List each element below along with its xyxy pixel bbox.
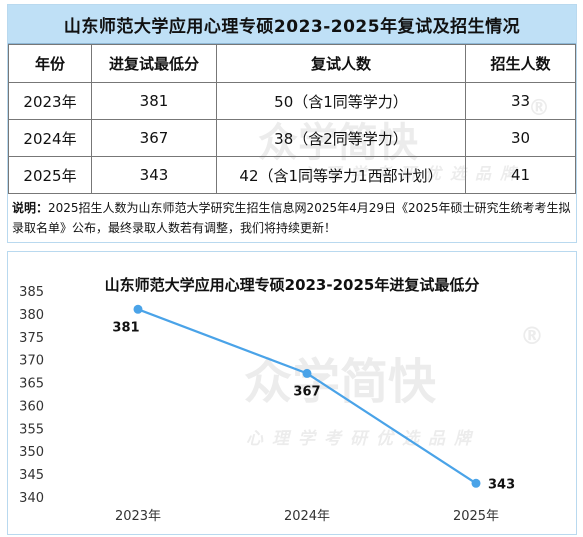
y-tick-label: 370 — [19, 354, 44, 369]
table-row: 2024年 367 38（含2同等学力） 30 — [8, 119, 576, 157]
cell-min-score: 381 — [91, 82, 217, 120]
header-retest-count: 复试人数 — [216, 44, 466, 83]
table-row: 2025年 343 42（含1同等学力1西部计划） 41 — [8, 156, 576, 194]
y-tick-label: 365 — [19, 377, 44, 392]
y-tick-label: 345 — [19, 468, 44, 483]
table-note: 说明：2025招生人数为山东师范大学研究生招生信息网2025年4月29日《202… — [8, 194, 576, 238]
cell-year: 2025年 — [8, 156, 92, 194]
note-text: 2025招生人数为山东师范大学研究生招生信息网2025年4月29日《2025年硕… — [12, 201, 571, 235]
cell-retest-count: 42（含1同等学力1西部计划） — [216, 156, 466, 194]
cell-enroll-count: 41 — [465, 156, 576, 194]
data-point — [133, 304, 143, 314]
y-tick-label: 340 — [19, 491, 44, 506]
y-tick-label: 380 — [19, 308, 44, 323]
cell-min-score: 343 — [91, 156, 217, 194]
score-table: 年份 进复试最低分 复试人数 招生人数 2023年 381 50（含1同等学力）… — [8, 44, 576, 194]
chart-title: 山东师范大学应用心理专硕2023-2025年进复试最低分 — [104, 276, 480, 294]
x-tick-label: 2023年 — [115, 509, 161, 524]
header-min-score: 进复试最低分 — [91, 44, 217, 83]
score-table-card: 山东师范大学应用心理专硕2023-2025年复试及招生情况 年份 进复试最低分 … — [7, 4, 577, 243]
cell-enroll-count: 30 — [465, 119, 576, 157]
header-enroll-count: 招生人数 — [465, 44, 576, 83]
data-label: 343 — [488, 477, 515, 492]
y-tick-label: 360 — [19, 399, 44, 414]
cell-retest-count: 50（含1同等学力） — [216, 82, 466, 120]
data-label: 381 — [112, 320, 139, 335]
cell-min-score: 367 — [91, 119, 217, 157]
data-label: 367 — [293, 384, 320, 399]
cell-enroll-count: 33 — [465, 82, 576, 120]
x-tick-label: 2024年 — [284, 509, 330, 524]
line-chart-card: 山东师范大学应用心理专硕2023-2025年进复试最低分 — [7, 251, 577, 535]
y-tick-label: 385 — [19, 285, 44, 300]
y-tick-label: 350 — [19, 445, 44, 460]
cell-retest-count: 38（含2同等学力） — [216, 119, 466, 157]
y-tick-label: 355 — [19, 422, 44, 437]
cell-year: 2023年 — [8, 82, 92, 120]
header-year: 年份 — [8, 44, 92, 83]
table-title: 山东师范大学应用心理专硕2023-2025年复试及招生情况 — [8, 5, 576, 44]
table-row: 2023年 381 50（含1同等学力） 33 — [8, 82, 576, 120]
data-point — [302, 368, 312, 378]
table-header-row: 年份 进复试最低分 复试人数 招生人数 — [8, 44, 576, 83]
note-label: 说明： — [12, 201, 49, 215]
data-point — [471, 478, 481, 488]
y-tick-label: 375 — [19, 331, 44, 346]
x-tick-label: 2025年 — [453, 509, 499, 524]
cell-year: 2024年 — [8, 119, 92, 157]
